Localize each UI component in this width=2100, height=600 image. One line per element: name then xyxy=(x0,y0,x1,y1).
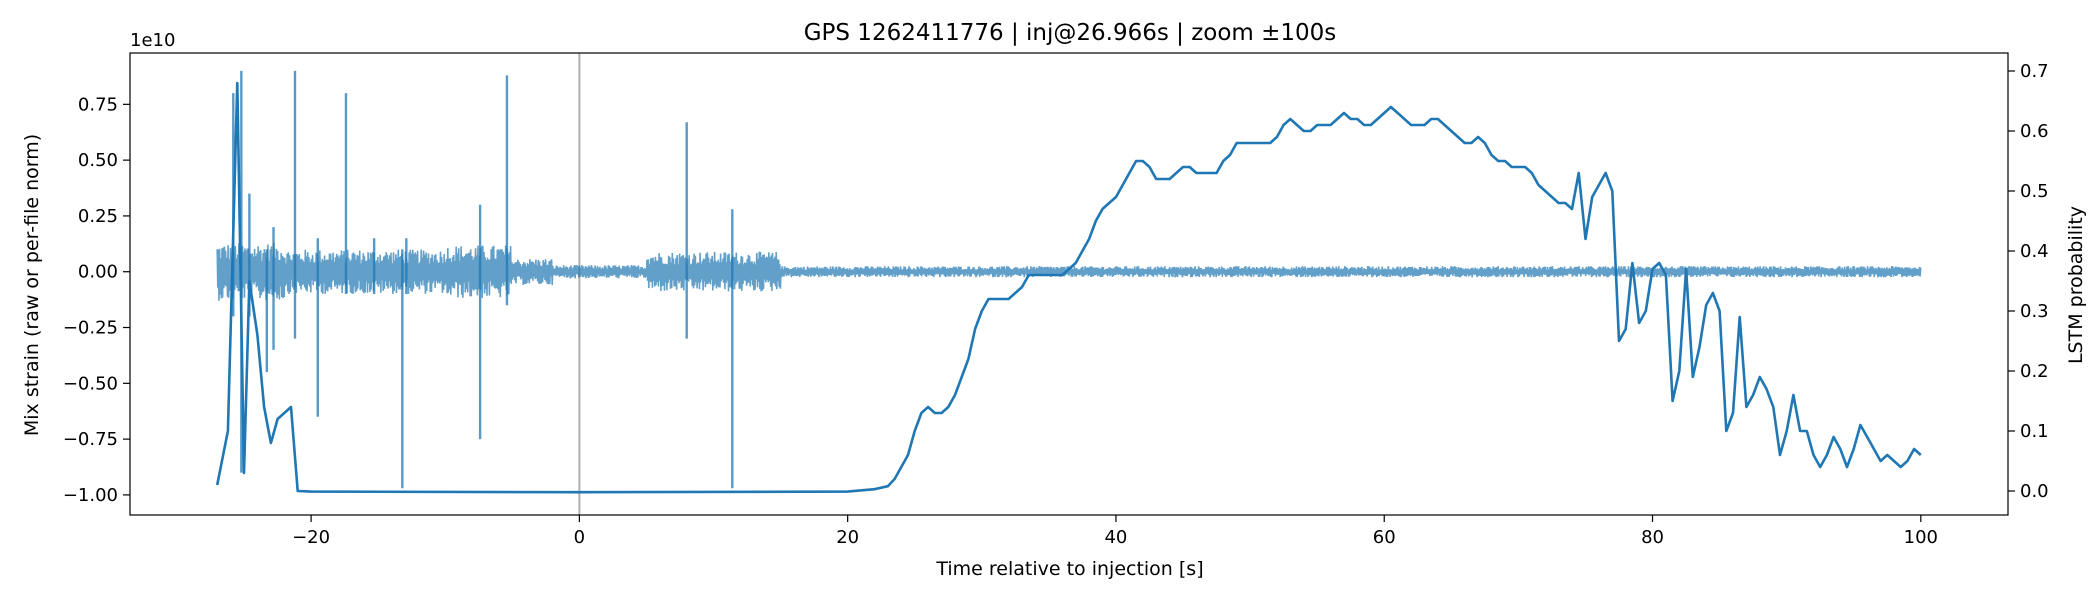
x-tick-label: 60 xyxy=(1373,527,1396,548)
x-tick-label: 100 xyxy=(1904,527,1938,548)
y-left-tick-label: 0.25 xyxy=(78,206,118,227)
lstm-probability-line xyxy=(215,81,1922,494)
y-right-tick-label: 0.1 xyxy=(2020,421,2049,442)
x-tick-label: −20 xyxy=(292,527,330,548)
y-right-tick-label: 0.7 xyxy=(2020,61,2049,82)
y-right-axis-label: LSTM probability xyxy=(2065,206,2087,364)
y-right-tick-label: 0.0 xyxy=(2020,481,2049,502)
y-left-tick-label: −1.00 xyxy=(63,485,118,506)
x-tick-label: 80 xyxy=(1641,527,1664,548)
y-left-tick-label: −0.25 xyxy=(63,318,118,339)
y-right-tick-label: 0.4 xyxy=(2020,241,2049,262)
y-right-tick-label: 0.2 xyxy=(2020,361,2049,382)
chart-title: GPS 1262411776 | inj@26.966s | zoom ±100… xyxy=(804,20,1337,46)
x-tick-label: 0 xyxy=(574,527,585,548)
x-tick-label: 20 xyxy=(836,527,859,548)
axis-ticks: −20 0 20 40 60 80 100 −1.00 −0.75 −0.50 −0.25 0.00 0… xyxy=(63,61,2049,548)
y-left-tick-label: 0.00 xyxy=(78,262,118,283)
plot-marks xyxy=(215,53,1922,515)
y-right-tick-label: 0.6 xyxy=(2020,121,2049,142)
y-left-tick-label: −0.75 xyxy=(63,429,118,450)
y-right-tick-label: 0.3 xyxy=(2020,301,2049,322)
y-left-tick-label: 0.50 xyxy=(78,150,118,171)
y-left-tick-label: 0.75 xyxy=(78,94,118,115)
plot-frame xyxy=(129,52,2009,516)
y-left-offset-text: 1e10 xyxy=(130,30,175,51)
x-tick-label: 40 xyxy=(1104,527,1127,548)
y-right-tick-label: 0.5 xyxy=(2020,181,2049,202)
x-axis-label: Time relative to injection [s] xyxy=(935,558,1203,580)
strain-series-line xyxy=(216,242,1922,301)
y-left-axis-label: Mix strain (raw or per-file norm) xyxy=(21,134,43,436)
y-left-tick-label: −0.50 xyxy=(63,373,118,394)
